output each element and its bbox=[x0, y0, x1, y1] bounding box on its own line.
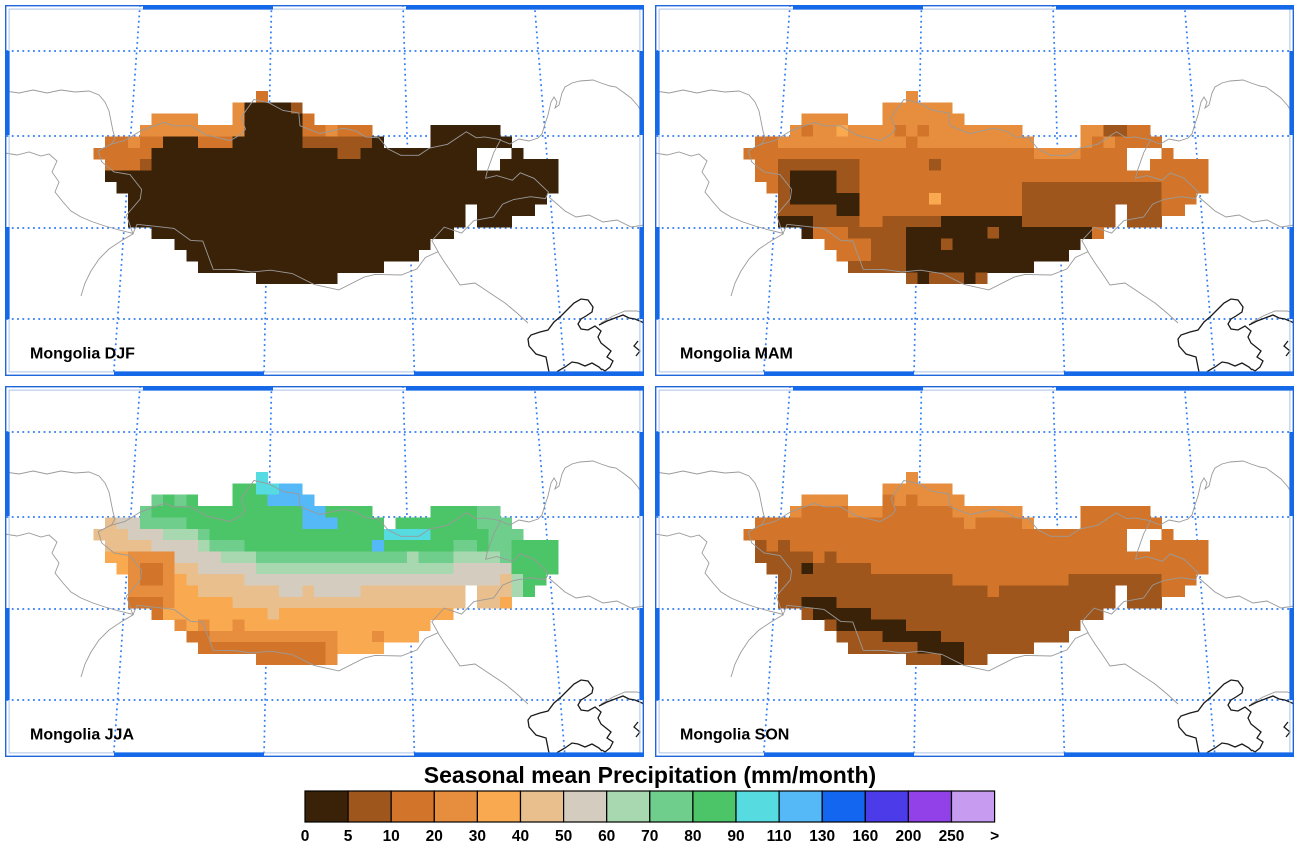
svg-text:250: 250 bbox=[939, 828, 965, 845]
svg-text:Mongolia JJA: Mongolia JJA bbox=[30, 727, 134, 744]
svg-text:10: 10 bbox=[383, 828, 400, 845]
svg-text:130: 130 bbox=[809, 828, 835, 845]
svg-text:200: 200 bbox=[895, 828, 921, 845]
svg-text:40: 40 bbox=[512, 828, 529, 845]
svg-text:0: 0 bbox=[301, 828, 310, 845]
svg-text:>: > bbox=[990, 828, 999, 845]
svg-text:50: 50 bbox=[555, 828, 572, 845]
svg-text:110: 110 bbox=[767, 828, 792, 845]
svg-text:5: 5 bbox=[344, 828, 353, 845]
svg-text:Mongolia SON: Mongolia SON bbox=[680, 727, 789, 744]
svg-text:160: 160 bbox=[852, 828, 878, 845]
svg-text:20: 20 bbox=[426, 828, 443, 845]
svg-text:60: 60 bbox=[598, 828, 615, 845]
svg-text:90: 90 bbox=[727, 828, 744, 845]
svg-text:Seasonal mean Precipitation (m: Seasonal mean Precipitation (mm/month) bbox=[424, 762, 876, 788]
svg-text:30: 30 bbox=[469, 828, 486, 845]
svg-text:80: 80 bbox=[684, 828, 701, 845]
svg-text:Mongolia DJF: Mongolia DJF bbox=[30, 346, 135, 363]
svg-text:Mongolia MAM: Mongolia MAM bbox=[680, 346, 793, 363]
svg-text:70: 70 bbox=[641, 828, 658, 845]
